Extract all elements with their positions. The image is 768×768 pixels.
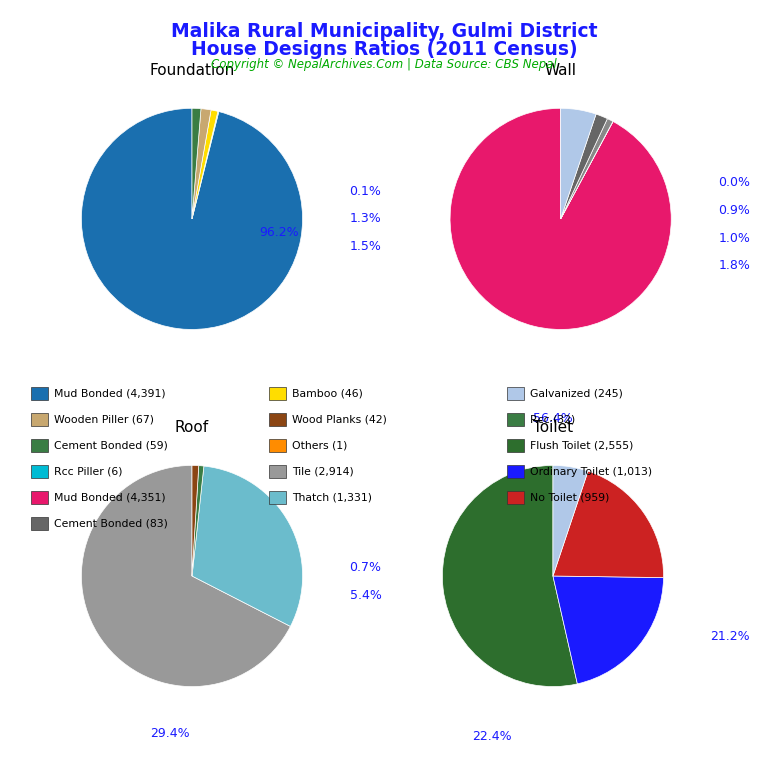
Text: Cement Bonded (59): Cement Bonded (59) bbox=[54, 440, 167, 451]
Wedge shape bbox=[553, 471, 664, 578]
Text: Malika Rural Municipality, Gulmi District: Malika Rural Municipality, Gulmi Distric… bbox=[170, 22, 598, 41]
Text: No Toilet (959): No Toilet (959) bbox=[530, 492, 609, 503]
Text: 22.4%: 22.4% bbox=[472, 730, 512, 743]
Text: Mud Bonded (4,351): Mud Bonded (4,351) bbox=[54, 492, 165, 503]
Text: 0.1%: 0.1% bbox=[349, 185, 382, 197]
Wedge shape bbox=[192, 465, 204, 576]
Wedge shape bbox=[553, 465, 588, 576]
Wedge shape bbox=[192, 108, 211, 219]
Wedge shape bbox=[192, 111, 219, 219]
Text: Flush Toilet (2,555): Flush Toilet (2,555) bbox=[530, 440, 634, 451]
Text: 0.7%: 0.7% bbox=[349, 561, 382, 574]
Wedge shape bbox=[81, 465, 290, 687]
Text: Wooden Piller (67): Wooden Piller (67) bbox=[54, 414, 154, 425]
Wedge shape bbox=[561, 121, 613, 219]
Text: Others (1): Others (1) bbox=[292, 440, 347, 451]
Title: Foundation: Foundation bbox=[149, 63, 235, 78]
Wedge shape bbox=[442, 465, 578, 687]
Text: 1.3%: 1.3% bbox=[349, 213, 382, 225]
Text: Tile (2,914): Tile (2,914) bbox=[292, 466, 353, 477]
Wedge shape bbox=[192, 465, 199, 576]
Text: Wood Planks (42): Wood Planks (42) bbox=[292, 414, 387, 425]
Wedge shape bbox=[450, 108, 671, 329]
Text: 0.0%: 0.0% bbox=[718, 177, 750, 190]
Text: Rcc (32): Rcc (32) bbox=[530, 414, 575, 425]
Text: Bamboo (46): Bamboo (46) bbox=[292, 388, 362, 399]
Text: Cement Bonded (83): Cement Bonded (83) bbox=[54, 518, 167, 529]
Text: 1.0%: 1.0% bbox=[718, 232, 750, 245]
Wedge shape bbox=[561, 114, 607, 219]
Text: Thatch (1,331): Thatch (1,331) bbox=[292, 492, 372, 503]
Text: Rcc Piller (6): Rcc Piller (6) bbox=[54, 466, 122, 477]
Text: Ordinary Toilet (1,013): Ordinary Toilet (1,013) bbox=[530, 466, 652, 477]
Wedge shape bbox=[561, 118, 613, 219]
Title: Roof: Roof bbox=[175, 420, 209, 435]
Wedge shape bbox=[192, 110, 218, 219]
Text: 21.2%: 21.2% bbox=[710, 631, 750, 644]
Text: House Designs Ratios (2011 Census): House Designs Ratios (2011 Census) bbox=[190, 40, 578, 59]
Text: 56.4%: 56.4% bbox=[533, 412, 573, 425]
Text: 1.8%: 1.8% bbox=[718, 260, 750, 273]
Wedge shape bbox=[81, 108, 303, 329]
Text: Mud Bonded (4,391): Mud Bonded (4,391) bbox=[54, 388, 165, 399]
Wedge shape bbox=[192, 466, 303, 627]
Text: Copyright © NepalArchives.Com | Data Source: CBS Nepal: Copyright © NepalArchives.Com | Data Sou… bbox=[211, 58, 557, 71]
Wedge shape bbox=[553, 576, 664, 684]
Title: Wall: Wall bbox=[545, 63, 577, 78]
Text: 5.4%: 5.4% bbox=[349, 589, 382, 602]
Text: 96.2%: 96.2% bbox=[259, 227, 299, 239]
Text: 29.4%: 29.4% bbox=[150, 727, 190, 740]
Text: Galvanized (245): Galvanized (245) bbox=[530, 388, 623, 399]
Text: 0.9%: 0.9% bbox=[718, 204, 750, 217]
Wedge shape bbox=[561, 108, 596, 219]
Title: Toilet: Toilet bbox=[533, 420, 573, 435]
Wedge shape bbox=[192, 108, 201, 219]
Text: 1.5%: 1.5% bbox=[349, 240, 382, 253]
